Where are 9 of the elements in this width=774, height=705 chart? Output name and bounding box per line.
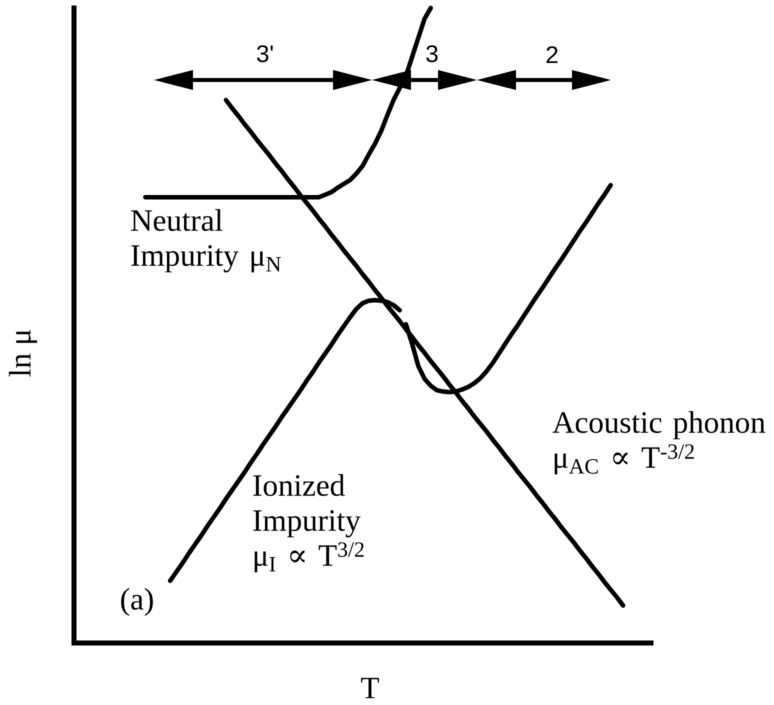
y-axis-title: ln μ <box>8 330 38 377</box>
annotation: 3' <box>256 45 273 62</box>
annotation: (a) <box>121 588 153 616</box>
series-label: Acoustic phonon μ$_{AC}$ ∝ T$^{-3/2}$ <box>552 411 766 474</box>
annotation: 2 <box>546 46 558 63</box>
series-label: Ionized Impurity μ$_{I}$ ∝ T$^{3/2}$ <box>253 474 364 572</box>
x-axis-title: T <box>361 678 379 698</box>
annotation: 3 <box>426 45 438 62</box>
series-label: Neutral Impurity μ$_{N}$ <box>131 209 281 272</box>
